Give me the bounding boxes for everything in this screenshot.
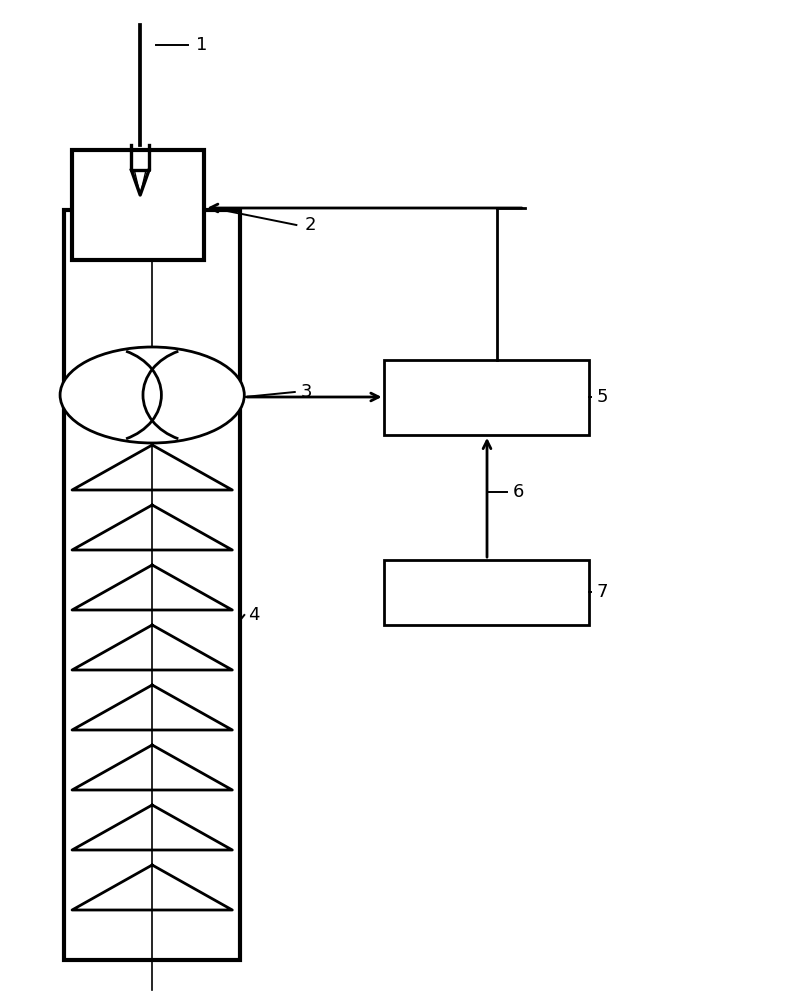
- Text: 2: 2: [304, 216, 316, 234]
- Text: 1: 1: [196, 36, 207, 54]
- Text: 6: 6: [513, 483, 524, 501]
- Text: 7: 7: [597, 583, 608, 601]
- Bar: [384, 560, 589, 625]
- Bar: [384, 360, 589, 435]
- Text: 4: 4: [248, 606, 260, 624]
- Bar: [72, 150, 204, 260]
- Bar: [64, 210, 240, 960]
- Text: 3: 3: [300, 383, 312, 401]
- Text: 5: 5: [597, 388, 608, 406]
- Ellipse shape: [60, 347, 244, 443]
